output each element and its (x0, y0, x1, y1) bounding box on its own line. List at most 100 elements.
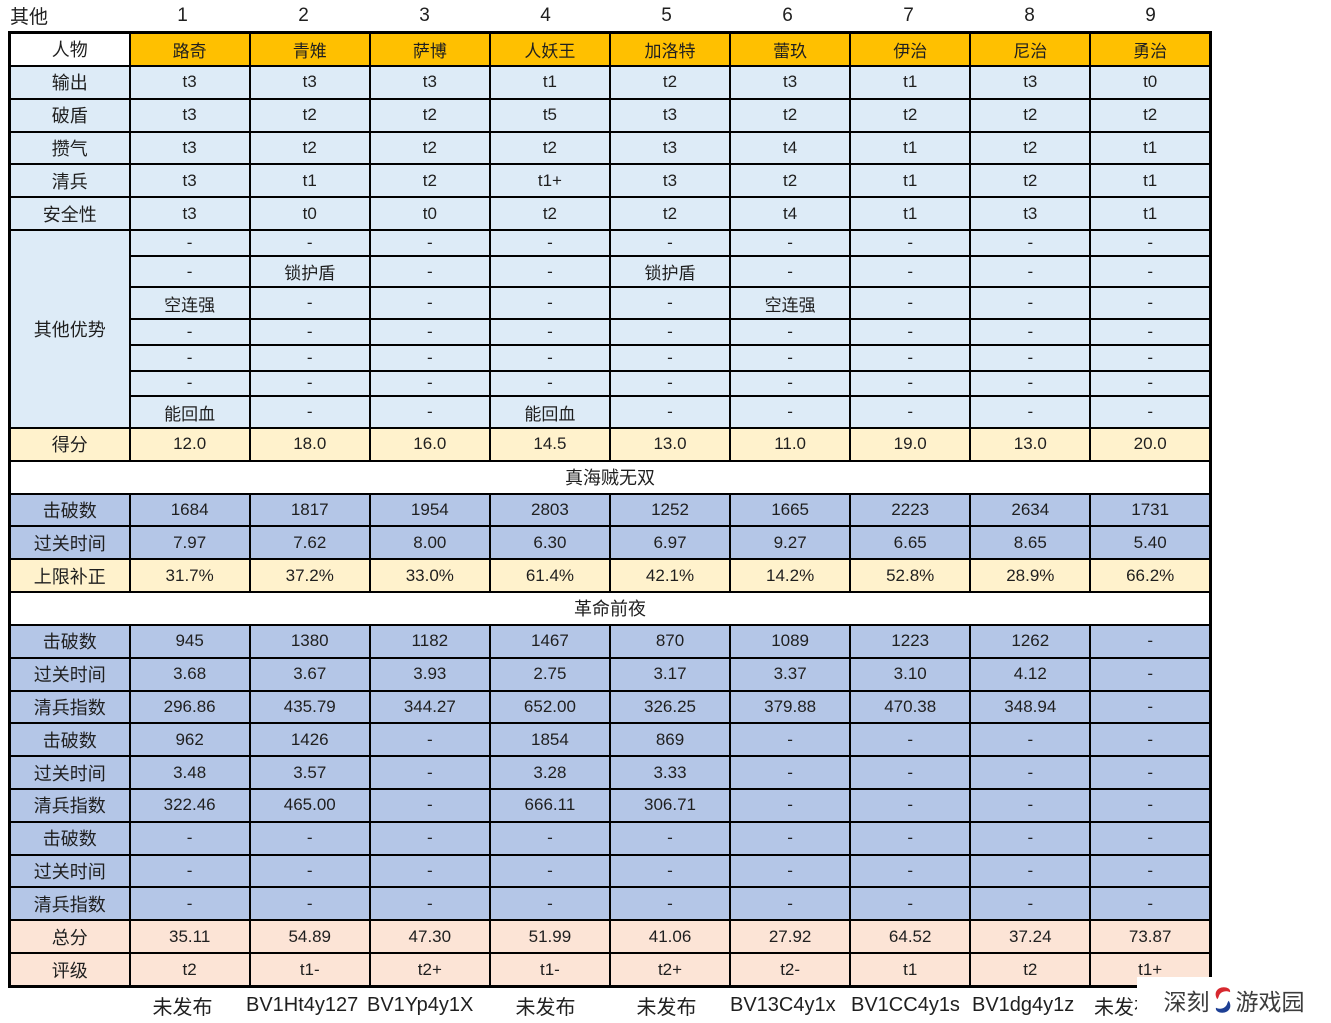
metric-cell: 2634 (969, 492, 1092, 528)
advantage-cell: - (729, 369, 852, 398)
metric-cell: 348.94 (969, 689, 1092, 725)
advantage-cell: 空连强 (128, 286, 251, 321)
metric-cell: 66.2% (1089, 558, 1212, 594)
metric-row: 过关时间 7.97 7.62 8.00 6.30 6.97 9.27 6.65 8.65 5.40 (8, 525, 1212, 561)
stat-cell: t1 (1089, 163, 1212, 199)
video-id: BV13C4y1x (730, 993, 836, 1016)
stat-cell: t3 (969, 64, 1092, 100)
metric-cell: 869 (608, 722, 732, 758)
metric-cell: - (248, 853, 371, 889)
advantage-cell: - (969, 343, 1092, 372)
score-cell: 13.0 (969, 427, 1092, 462)
metric-cell: 465.00 (248, 787, 371, 823)
metric-cell: 1252 (608, 492, 732, 528)
metric-cell: 326.25 (608, 689, 732, 725)
metric-cell: 344.27 (368, 689, 491, 725)
metric-cell: 5.40 (1089, 525, 1212, 561)
stat-cell: t2 (368, 97, 491, 133)
not-released-label: 未发布 (152, 996, 213, 1019)
stat-row: 破盾 t3 t2 t2 t5 t3 t2 t2 t2 t2 (8, 97, 1212, 133)
advantage-cell: - (248, 318, 371, 346)
metric-cell: - (969, 755, 1092, 790)
metric-row: 清兵指数 322.46 465.00-666.11 306.71- - - - (8, 787, 1212, 823)
advantage-cell: - (488, 286, 611, 321)
watermark-logo-icon (1215, 987, 1230, 1013)
stat-cell: t5 (488, 97, 611, 133)
advantage-cell: - (128, 369, 251, 398)
advantage-cell: - (128, 254, 251, 289)
score-cell: 11.0 (729, 427, 852, 462)
advantage-cell: - (128, 318, 251, 346)
grade-cell: t2 (969, 952, 1092, 988)
advantage-cell: - (488, 228, 611, 257)
stat-cell: t3 (128, 196, 251, 231)
metric-cell: - (488, 820, 611, 856)
character-name: 勇治 (1089, 31, 1212, 67)
stat-cell: t3 (969, 196, 1092, 231)
total-cell: 37.24 (969, 919, 1092, 954)
advantage-cell: - (1089, 343, 1212, 372)
section-title: 革命前夜 (8, 591, 1212, 626)
advantage-cell: - (1089, 286, 1212, 321)
video-id: BV1Yp4y1X (367, 993, 474, 1016)
score-cell: 18.0 (248, 427, 371, 462)
stat-row: 输出 t3 t3 t3 t1 t2 t3 t1 t3 t0 (8, 64, 1212, 100)
score-cell: 20.0 (1089, 427, 1212, 462)
row-label: 过关时间 (8, 755, 131, 790)
advantage-row: --------- (10, 318, 1212, 346)
advantage-cell: - (969, 286, 1092, 321)
metric-cell: 1223 (849, 623, 972, 659)
row-label: 破盾 (8, 97, 131, 133)
advantage-cell: - (849, 343, 972, 372)
total-cell: 27.92 (729, 919, 852, 954)
video-id: BV1dg4y1z (972, 993, 1075, 1016)
stat-cell: t1 (1089, 130, 1212, 166)
row-label: 过关时间 (8, 853, 131, 889)
advantage-row: --------- (10, 343, 1212, 372)
stat-cell: t1 (849, 163, 972, 199)
stat-cell: t0 (248, 196, 371, 231)
row-label: 击破数 (8, 722, 131, 758)
row-label: 总分 (8, 919, 131, 954)
character-name: 路奇 (128, 31, 251, 67)
character-row: 人物 路奇 青雉 萨博 人妖王 加洛特 蕾玖 伊治 尼治 勇治 (8, 31, 1212, 67)
total-cell: 47.30 (368, 919, 491, 954)
stat-cell: t2 (969, 130, 1092, 166)
score-cell: 14.5 (488, 427, 611, 462)
advantage-row: 能回血 - - 能回血 - - - - - (10, 395, 1212, 429)
metric-cell: 296.86 (128, 689, 251, 725)
metric-row: 击破数 1684 1817 1954 2803 1252 1665 2223 2634 1731 (8, 492, 1212, 528)
metric-row: 击破数 962 1426-1854 869- - - - (8, 722, 1212, 758)
metric-row: 击破数 945 1380 1182 1467 870 1089 1223 1262- (8, 623, 1212, 659)
advantage-cell: - (608, 369, 732, 398)
advantage-cell: 锁护盾 (248, 254, 371, 289)
stat-cell: t2 (1089, 97, 1212, 133)
metric-cell: - (969, 722, 1092, 758)
video-id-row: 未发布 BV1Ht4y127 BV1Yp4y1X 未发布 未发布 BV13C4y1x BV1… (8, 988, 1331, 1022)
advantage-cell: - (969, 395, 1092, 429)
stat-cell: t2 (969, 97, 1092, 133)
advantage-cell: - (488, 369, 611, 398)
advantage-cell: - (729, 254, 852, 289)
metric-cell: 6.97 (608, 525, 732, 561)
stat-row: 清兵 t3 t1 t2 t1+ t3 t2 t1 t2 t1 (8, 163, 1212, 199)
metric-cell: 6.65 (849, 525, 972, 561)
advantage-cell: 锁护盾 (608, 254, 732, 289)
advantage-cell: - (969, 369, 1092, 398)
total-cell: 73.87 (1089, 919, 1212, 954)
advantage-cell: - (368, 343, 491, 372)
metric-cell: 3.68 (128, 656, 251, 692)
tier-table: 人物 路奇 青雉 萨博 人妖王 加洛特 蕾玖 伊治 尼治 勇治 输出 t3 t3 t3 t1 t2 t3 t1 t3… (8, 31, 1212, 988)
stat-row: 安全性 t3 t0 t0 t2 t2 t4 t1 t3 t1 (8, 196, 1212, 231)
advantage-cell: - (849, 228, 972, 257)
metric-cell: 322.46 (128, 787, 251, 823)
metric-row: 过关时间 - - - - - - - - - (8, 853, 1212, 889)
metric-cell: - (849, 853, 972, 889)
watermark-text-right: 游戏园 (1235, 989, 1305, 1015)
metric-cell: - (1089, 787, 1212, 823)
stat-cell: t1 (849, 196, 972, 231)
section-title: 真海贼无双 (8, 459, 1212, 495)
advantage-row: --------- (10, 369, 1212, 398)
grade-cell: t2 (128, 952, 251, 988)
